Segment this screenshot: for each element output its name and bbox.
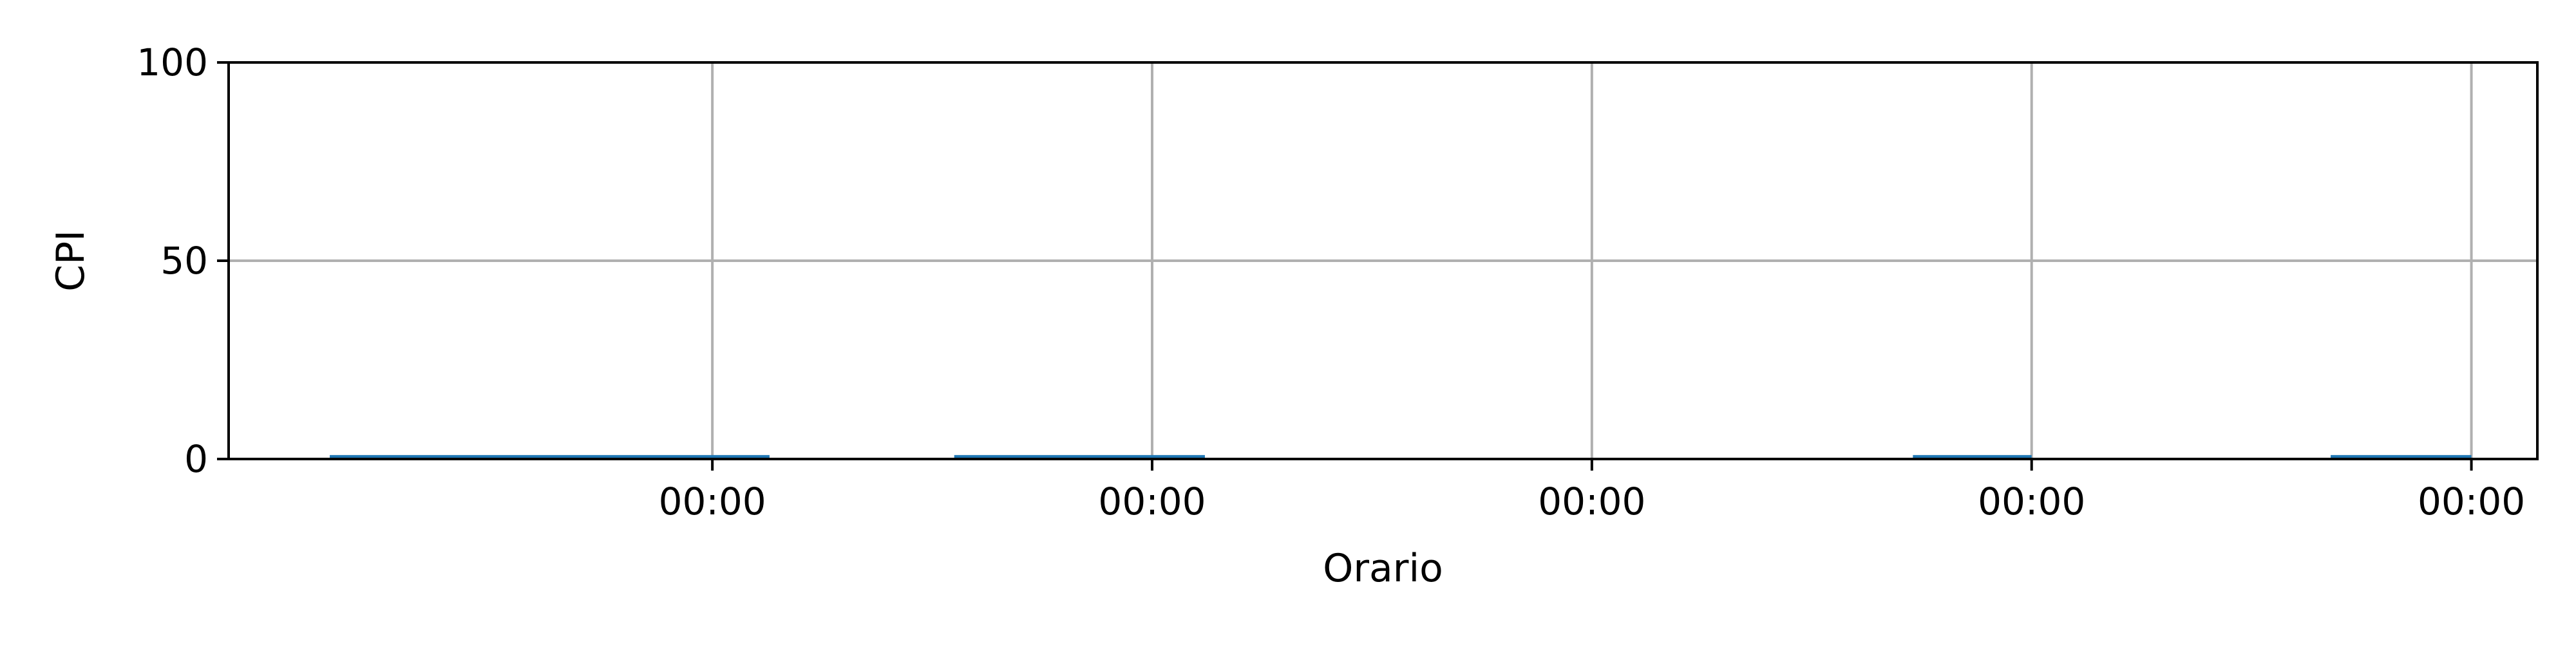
x-tick-label: 00:00 <box>1538 480 1645 523</box>
tick-layer: 0 50 100 00:00 00:00 00:00 00:00 00:00 <box>137 41 2525 523</box>
bar <box>330 455 770 459</box>
y-tick-label: 50 <box>160 239 208 283</box>
bar-layer <box>330 455 2472 459</box>
x-axis-label: Orario <box>1323 546 1443 591</box>
x-tick-label: 00:00 <box>659 480 766 523</box>
x-tick-label: 00:00 <box>2418 480 2525 523</box>
x-tick-label: 00:00 <box>1978 480 2085 523</box>
bar <box>2331 455 2472 459</box>
grid-layer <box>229 61 2537 460</box>
bar <box>954 455 1205 459</box>
y-axis-label: CPI <box>48 230 93 292</box>
y-tick-label: 0 <box>184 437 208 481</box>
x-tick-label: 00:00 <box>1098 480 1206 523</box>
y-tick-label: 100 <box>137 41 208 84</box>
bar <box>1913 455 2032 459</box>
